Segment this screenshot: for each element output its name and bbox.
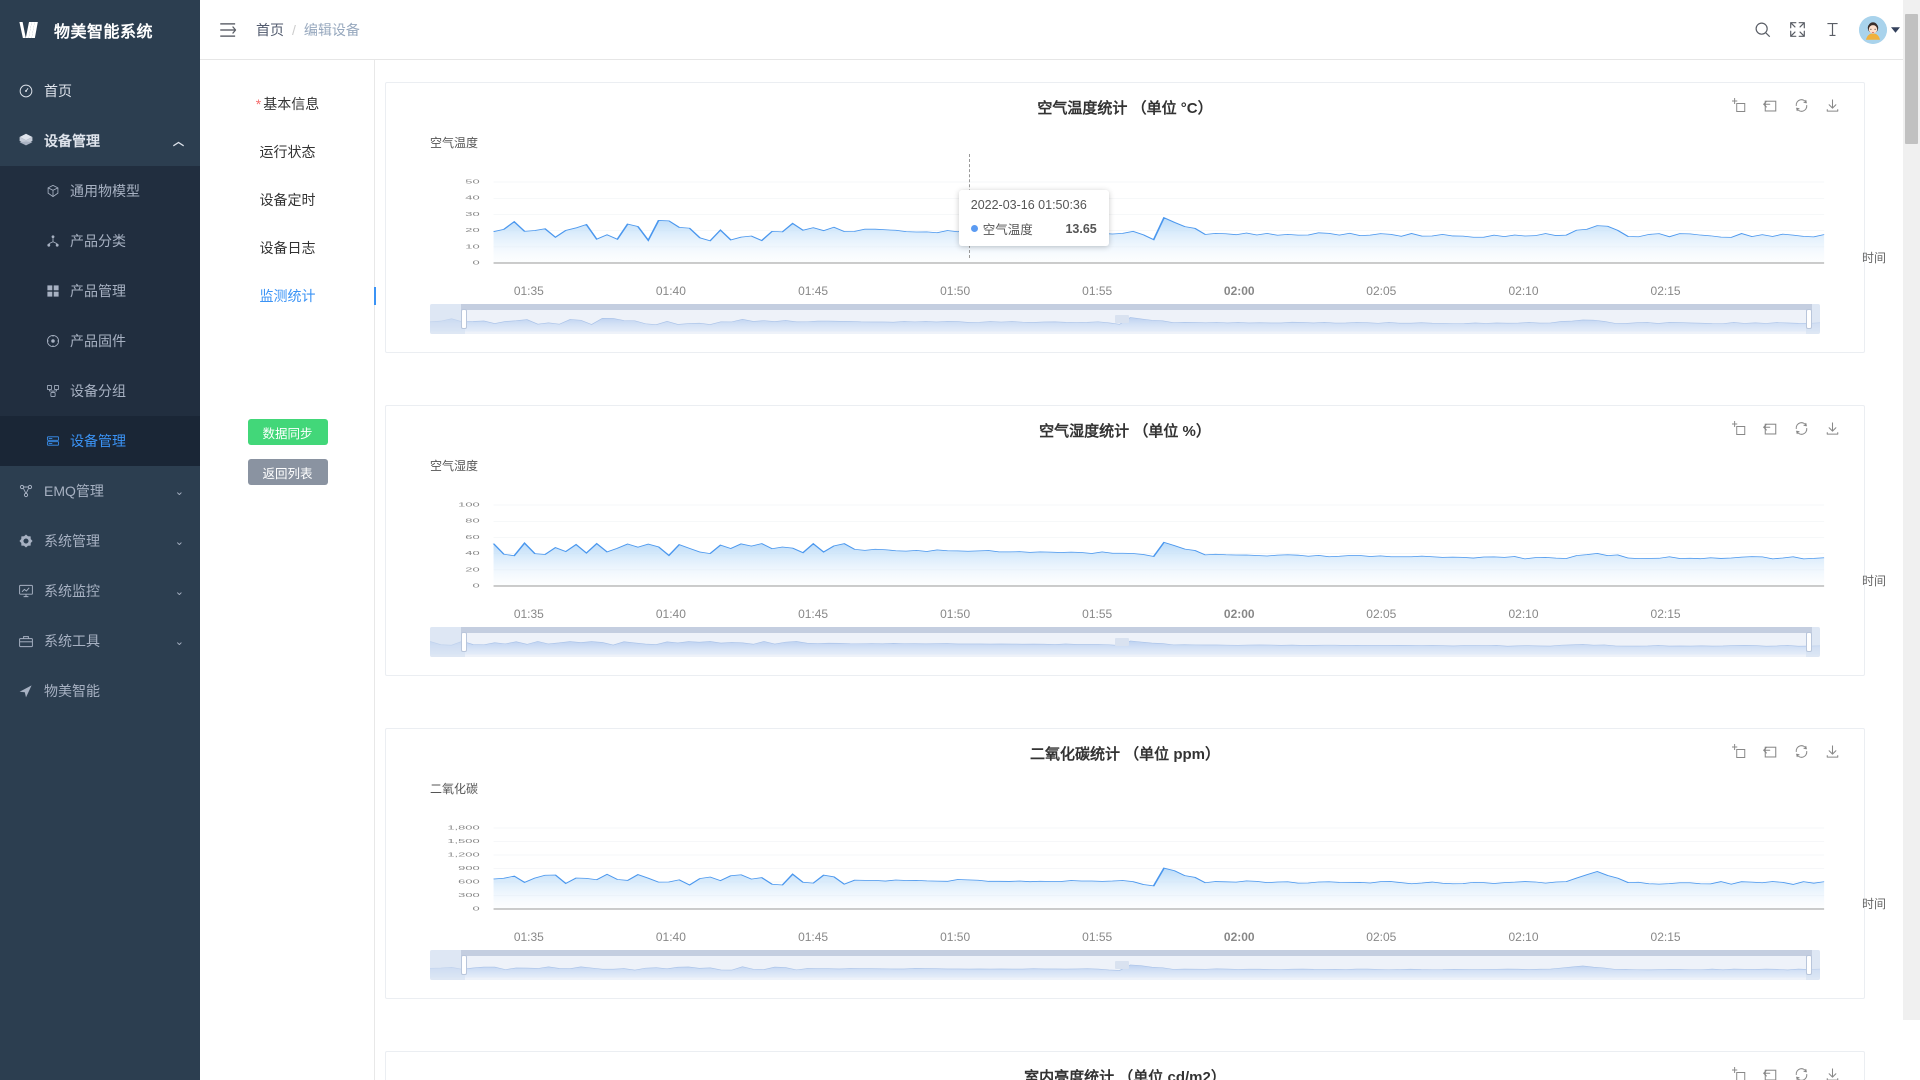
svg-text:10: 10 [465,244,480,250]
svg-text:50: 50 [465,179,480,185]
svg-text:900: 900 [458,866,480,872]
svg-text:0: 0 [472,583,480,589]
svg-text:40: 40 [465,551,480,557]
svg-text:20: 20 [465,228,480,234]
svg-text:30: 30 [465,211,480,217]
svg-text:600: 600 [458,879,480,885]
svg-text:80: 80 [465,518,480,524]
svg-text:1,200: 1,200 [447,852,480,858]
svg-text:1,500: 1,500 [447,839,480,845]
svg-text:0: 0 [472,906,480,912]
svg-text:0: 0 [472,260,480,266]
svg-text:300: 300 [458,893,480,899]
svg-text:1,800: 1,800 [447,825,480,831]
svg-text:60: 60 [465,534,480,540]
svg-text:20: 20 [465,567,480,573]
svg-text:100: 100 [458,502,480,508]
svg-text:40: 40 [465,195,480,201]
